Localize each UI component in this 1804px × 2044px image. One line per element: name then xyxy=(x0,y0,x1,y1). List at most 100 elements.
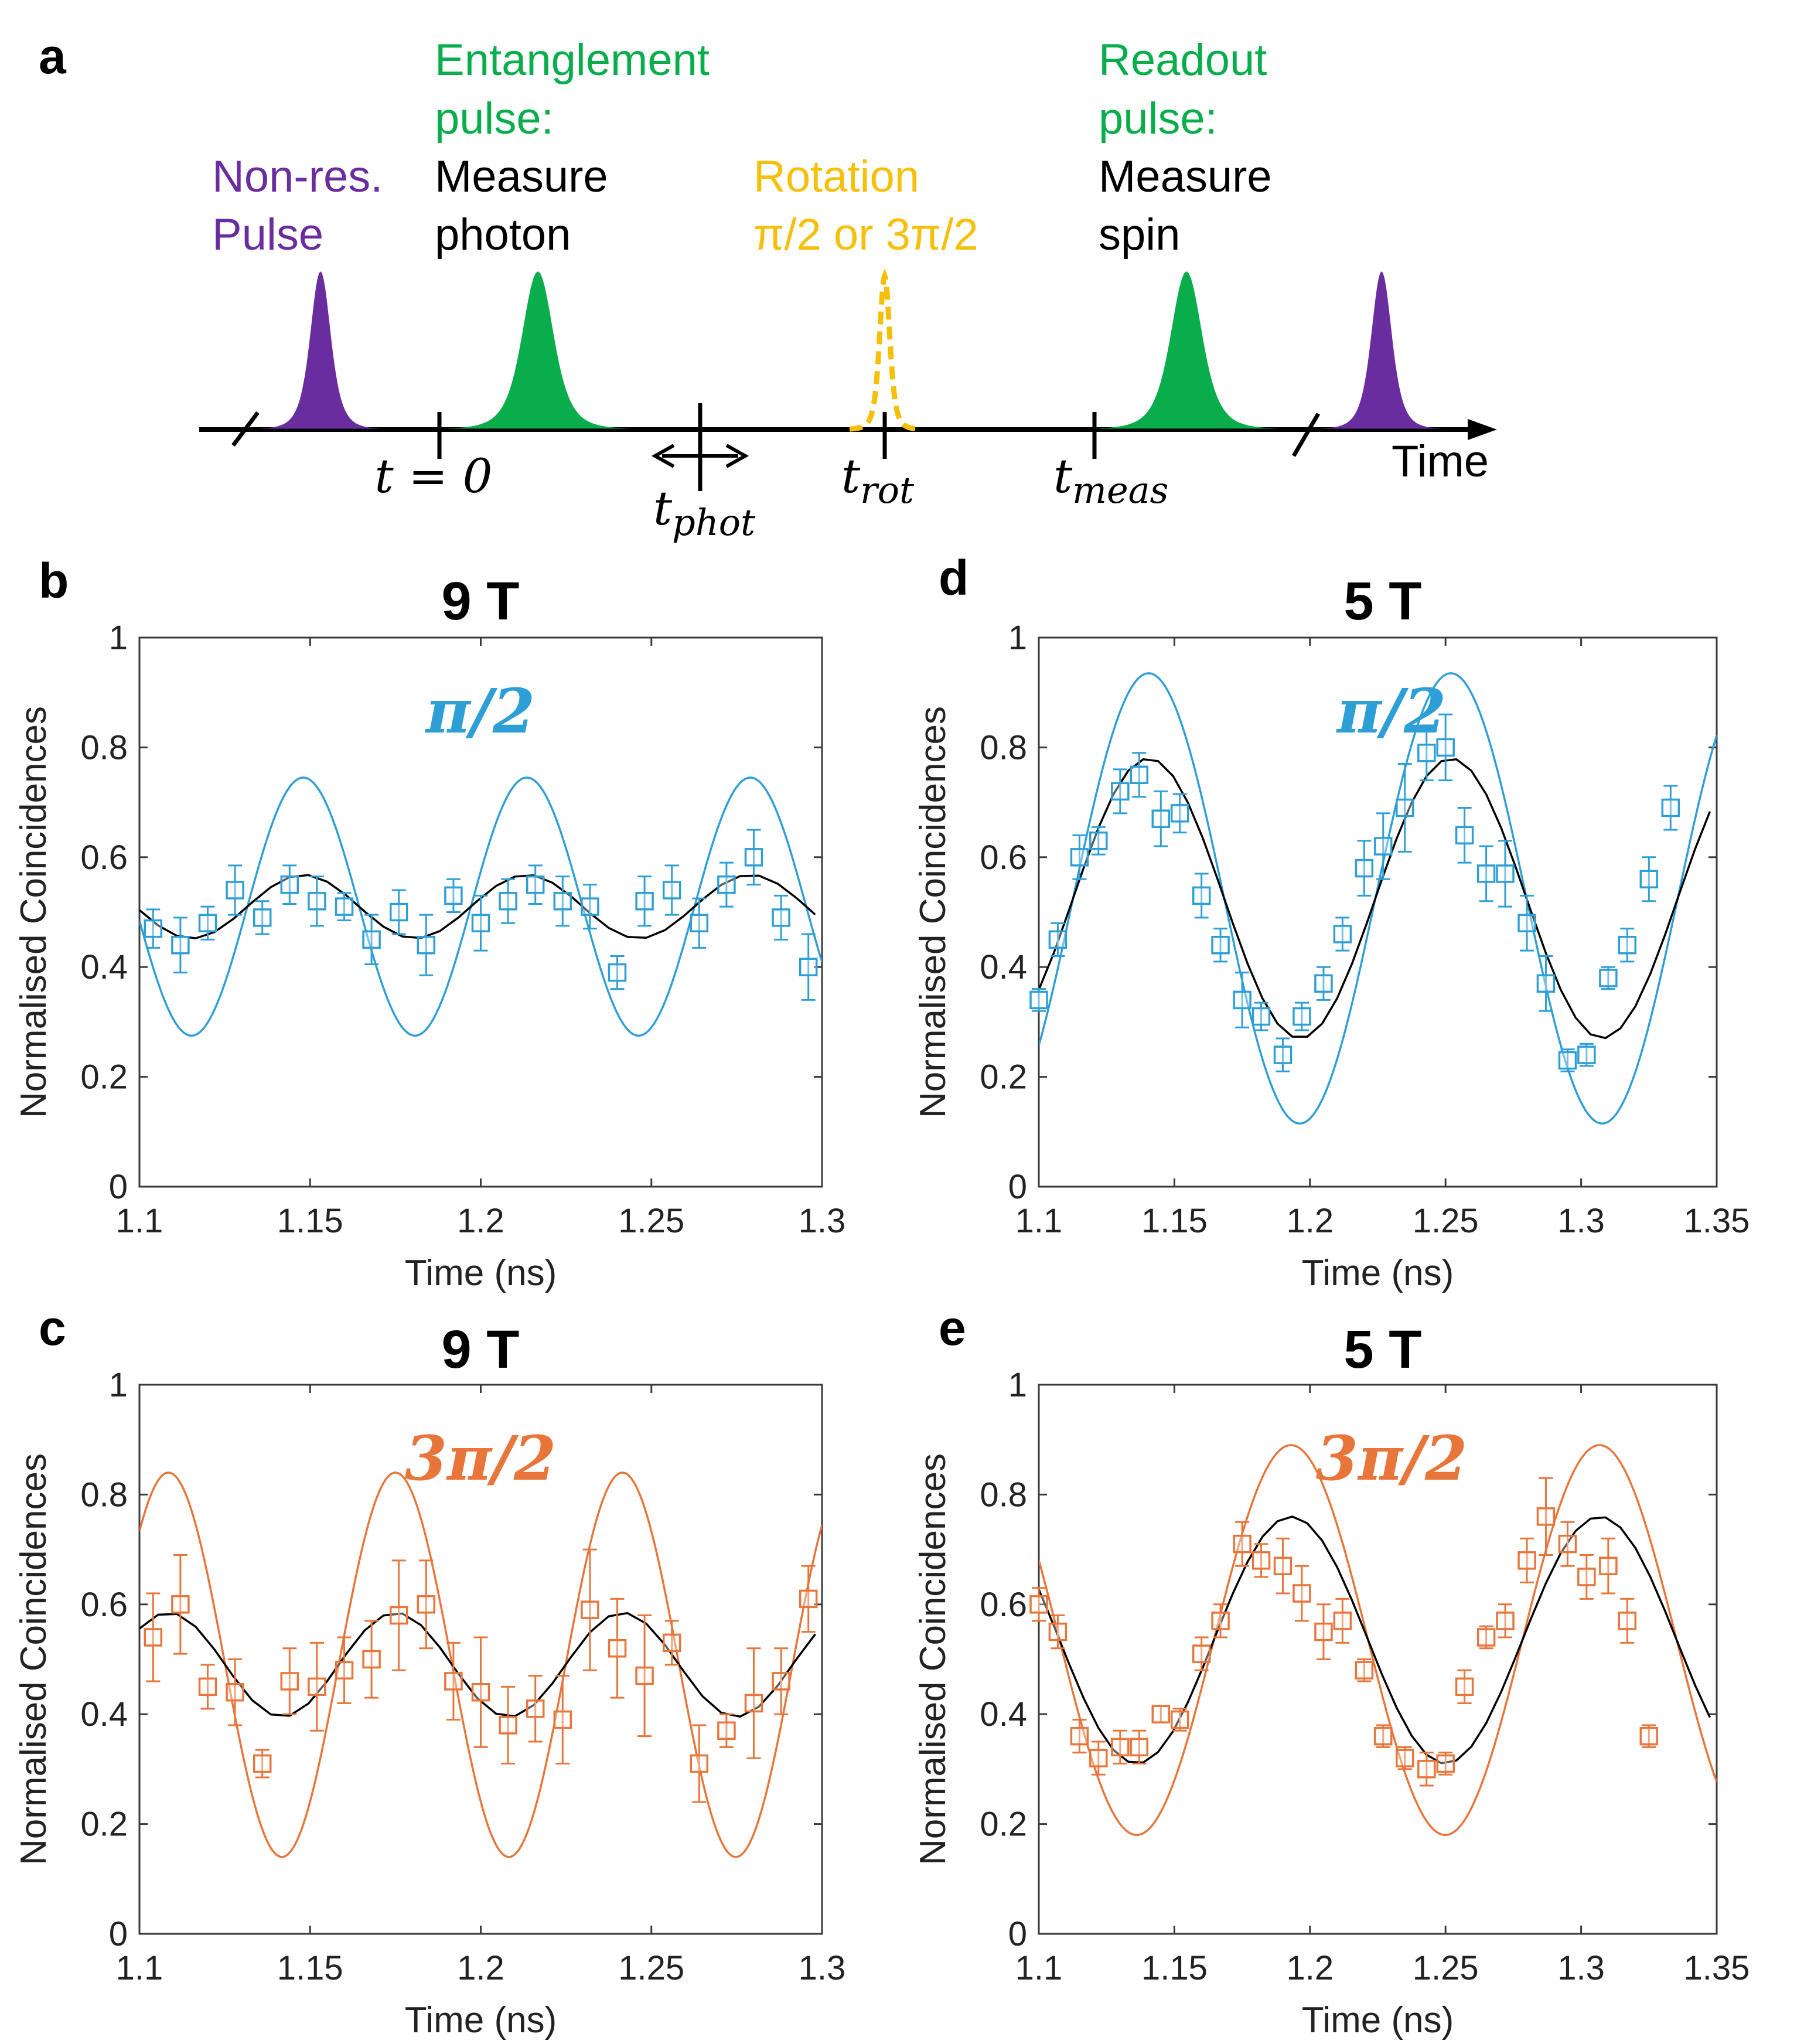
data-marker xyxy=(1455,1677,1474,1696)
data-marker xyxy=(417,935,436,955)
data-marker xyxy=(717,1721,736,1740)
data-point xyxy=(526,1675,545,1743)
data-marker xyxy=(1618,935,1637,955)
data-point xyxy=(198,1664,217,1710)
data-marker xyxy=(499,892,517,911)
data-point xyxy=(662,864,681,916)
rotation-label-line2: π/2 or 3π/2 xyxy=(753,210,978,260)
data-marker xyxy=(335,897,354,916)
x-axis-label: Time (ns) xyxy=(1302,1253,1454,1293)
chart-title: 5 T xyxy=(1344,1320,1422,1379)
data-point xyxy=(1251,1001,1271,1031)
data-marker xyxy=(1151,1705,1171,1723)
data-marker xyxy=(799,958,818,976)
ideal-curve xyxy=(1039,1444,1717,1837)
data-point xyxy=(362,914,381,966)
tphot-arrow-left xyxy=(651,444,675,468)
data-marker xyxy=(581,897,599,916)
data-point xyxy=(1558,1048,1577,1072)
nonres-label-line1: Non-res. xyxy=(212,152,383,202)
data-marker xyxy=(389,902,408,922)
data-point xyxy=(690,897,709,949)
data-marker xyxy=(280,875,299,894)
data-marker xyxy=(1374,1726,1393,1746)
data-point xyxy=(1436,1752,1455,1776)
y-tick-label: 0.8 xyxy=(980,728,1027,766)
data-marker xyxy=(1111,1738,1130,1757)
data-marker xyxy=(1436,738,1455,757)
data-point xyxy=(1476,845,1496,902)
x-tick-label: 1.2 xyxy=(1286,1202,1334,1240)
data-point xyxy=(1314,966,1333,1001)
axis-break-right xyxy=(1291,413,1321,457)
data-point xyxy=(471,894,490,952)
data-point xyxy=(635,1614,654,1738)
chart-title: 5 T xyxy=(1344,571,1422,631)
data-marker xyxy=(1211,1612,1230,1630)
data-marker xyxy=(553,892,572,911)
x-tick-label: 1.3 xyxy=(799,1949,846,1987)
data-marker xyxy=(362,1650,381,1669)
data-point xyxy=(1536,955,1556,1012)
data-marker xyxy=(662,881,681,900)
data-marker xyxy=(1029,990,1048,1010)
data-point xyxy=(1029,1587,1048,1622)
x-tick-label: 1.1 xyxy=(1015,1202,1063,1240)
fit-curve xyxy=(139,874,816,939)
data-marker xyxy=(335,1661,354,1680)
x-tick-label: 1.15 xyxy=(277,1202,343,1240)
y-tick-label: 0.4 xyxy=(80,1695,128,1733)
data-marker xyxy=(690,1754,709,1773)
data-marker xyxy=(198,1677,217,1696)
data-point xyxy=(1496,1603,1515,1638)
data-point xyxy=(1517,1537,1536,1583)
data-marker xyxy=(608,963,627,982)
data-point xyxy=(1618,1597,1637,1644)
data-point xyxy=(1151,790,1171,847)
data-marker xyxy=(1314,1622,1333,1641)
y-tick-label: 1 xyxy=(109,619,128,657)
y-tick-label: 0.8 xyxy=(980,1476,1027,1514)
data-point xyxy=(1639,856,1659,902)
y-tick-label: 0.6 xyxy=(980,839,1027,877)
data-marker xyxy=(1618,1612,1637,1630)
y-tick-label: 1 xyxy=(1008,619,1027,657)
data-point xyxy=(1417,724,1436,782)
readout-sub-line2: spin xyxy=(1099,210,1180,260)
data-point xyxy=(1517,894,1536,952)
data-marker xyxy=(1396,1749,1414,1767)
data-marker xyxy=(1233,990,1251,1010)
data-point xyxy=(280,1647,299,1715)
chart-panel-c: c 9 T 1.1 1.15 1.2 1.25 1.3 0 0.2 0.4 0.6 0.8 1 Time … xyxy=(13,1300,845,2040)
data-point xyxy=(1599,966,1618,990)
data-point xyxy=(1374,1724,1393,1748)
chart-title: 9 T xyxy=(442,1320,520,1379)
phase-annotation: π/2 xyxy=(1336,675,1446,747)
y-tick-label: 0.2 xyxy=(980,1805,1027,1844)
data-point xyxy=(1111,768,1130,815)
data-point xyxy=(772,1647,790,1715)
y-tick-label: 0.6 xyxy=(980,1586,1027,1624)
x-tick-label: 1.1 xyxy=(116,1202,163,1240)
x-tick-label: 1.15 xyxy=(1141,1202,1208,1240)
data-marker xyxy=(608,1639,627,1658)
ideal-curve xyxy=(139,1471,822,1858)
data-point xyxy=(1436,713,1455,782)
data-point xyxy=(144,908,163,949)
data-marker xyxy=(1314,974,1333,993)
phase-annotation: 3π/2 xyxy=(405,1422,557,1494)
readout-label-line2: pulse: xyxy=(1099,94,1218,144)
data-point xyxy=(1536,1477,1556,1556)
data-point xyxy=(1333,1597,1352,1644)
data-point xyxy=(717,1713,736,1748)
data-marker xyxy=(1496,864,1515,883)
data-marker xyxy=(526,875,545,894)
data-marker xyxy=(1417,744,1436,762)
data-marker xyxy=(226,1682,244,1702)
data-point xyxy=(389,1559,408,1671)
data-marker xyxy=(1151,809,1171,828)
data-marker xyxy=(226,881,244,900)
data-marker xyxy=(717,875,736,894)
data-marker xyxy=(1436,1754,1455,1773)
data-point xyxy=(1089,826,1108,856)
